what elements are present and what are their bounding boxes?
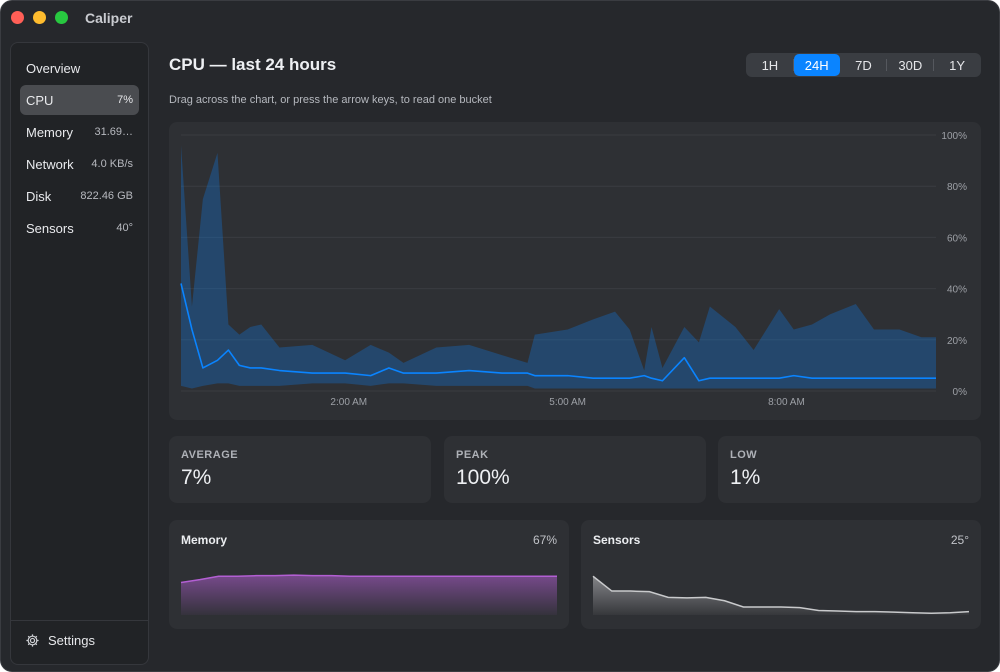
stat-peak: PEAK 100% <box>444 436 706 503</box>
time-range-selector: 1H 24H 7D 30D 1Y <box>746 53 981 77</box>
mini-card-value: 25° <box>950 533 969 547</box>
chart-hint: Drag across the chart, or press the arro… <box>169 94 492 106</box>
sidebar-item-value: 31.69… <box>94 126 133 138</box>
sidebar-item-label: Overview <box>26 60 81 76</box>
y-tick-label: 60% <box>947 233 967 244</box>
sidebar-item-label: CPU <box>26 92 54 108</box>
mini-card-title: Memory <box>181 533 228 547</box>
segment-divider <box>933 59 935 71</box>
y-tick-label: 20% <box>947 336 967 347</box>
stat-value: 7% <box>181 466 212 489</box>
sparkline-area <box>593 576 969 615</box>
sidebar-divider <box>11 620 148 621</box>
settings-button[interactable]: Settings <box>25 633 95 648</box>
mini-card-value: 67% <box>532 533 557 547</box>
sensors-sparkline <box>592 575 970 615</box>
sidebar: Overview CPU 7% Memory 31.69… Network 4.… <box>10 42 149 665</box>
segment-divider <box>792 59 794 71</box>
stat-label: AVERAGE <box>181 449 239 461</box>
sidebar-item-memory[interactable]: Memory 31.69… <box>20 117 139 147</box>
x-tick-label: 2:00 AM <box>330 397 367 408</box>
sidebar-item-sensors[interactable]: Sensors 40° <box>20 213 139 243</box>
mini-card-title: Sensors <box>593 533 641 547</box>
sidebar-item-cpu[interactable]: CPU 7% <box>20 85 139 115</box>
titlebar: Caliper <box>1 1 999 35</box>
segment-divider <box>886 59 888 71</box>
sensors-mini-card[interactable]: Sensors 25° <box>581 520 981 629</box>
zoom-window-button[interactable] <box>55 11 68 24</box>
settings-label: Settings <box>48 633 95 648</box>
cpu-range-band <box>181 145 936 389</box>
sidebar-item-network[interactable]: Network 4.0 KB/s <box>20 149 139 179</box>
sidebar-item-label: Sensors <box>26 220 74 236</box>
app-title: Caliper <box>85 10 133 26</box>
sidebar-item-value: 4.0 KB/s <box>91 158 133 170</box>
stat-low: LOW 1% <box>718 436 981 503</box>
cpu-average-line <box>180 283 936 382</box>
sparkline-area <box>181 575 557 615</box>
y-tick-label: 40% <box>947 285 967 296</box>
sidebar-item-label: Disk <box>26 188 52 204</box>
stat-average: AVERAGE 7% <box>169 436 431 503</box>
close-window-button[interactable] <box>11 11 24 24</box>
sidebar-item-value: 822.46 GB <box>80 190 133 202</box>
gear-icon <box>26 634 39 647</box>
page-title: CPU — last 24 hours <box>169 55 337 74</box>
stat-value: 100% <box>456 466 510 489</box>
cpu-chart[interactable]: 100% 80% 60% 40% 20% 0% 2:00 AM 5:00 AM 8:00 AM <box>169 122 981 420</box>
sidebar-item-label: Memory <box>26 124 73 140</box>
stat-value: 1% <box>730 466 761 489</box>
memory-sparkline <box>180 574 557 615</box>
range-1y-button[interactable]: 1Y <box>949 57 966 73</box>
y-tick-label: 80% <box>947 182 967 193</box>
range-24h-button[interactable]: 24H <box>793 54 840 76</box>
sidebar-item-value: 40° <box>116 222 133 234</box>
sidebar-item-disk[interactable]: Disk 822.46 GB <box>20 181 139 211</box>
sidebar-item-value: 7% <box>117 94 133 106</box>
range-30d-button[interactable]: 30D <box>898 57 923 73</box>
sparkline-line <box>592 575 970 615</box>
sidebar-item-label: Network <box>26 156 74 172</box>
y-tick-label: 100% <box>941 131 967 142</box>
stat-label: LOW <box>730 449 758 461</box>
y-tick-label: 0% <box>953 387 968 398</box>
memory-mini-card[interactable]: Memory 67% <box>169 520 569 629</box>
x-tick-label: 8:00 AM <box>768 397 805 408</box>
range-7d-button[interactable]: 7D <box>855 57 872 73</box>
minimize-window-button[interactable] <box>33 11 46 24</box>
stat-label: PEAK <box>456 449 489 461</box>
sidebar-item-overview[interactable]: Overview <box>20 53 139 83</box>
sparkline-line <box>180 574 557 584</box>
x-tick-label: 5:00 AM <box>549 397 586 408</box>
range-1h-button[interactable]: 1H <box>761 57 779 73</box>
cpu-chart-card[interactable]: 100% 80% 60% 40% 20% 0% 2:00 AM 5:00 AM 8:00 AM <box>169 122 981 420</box>
